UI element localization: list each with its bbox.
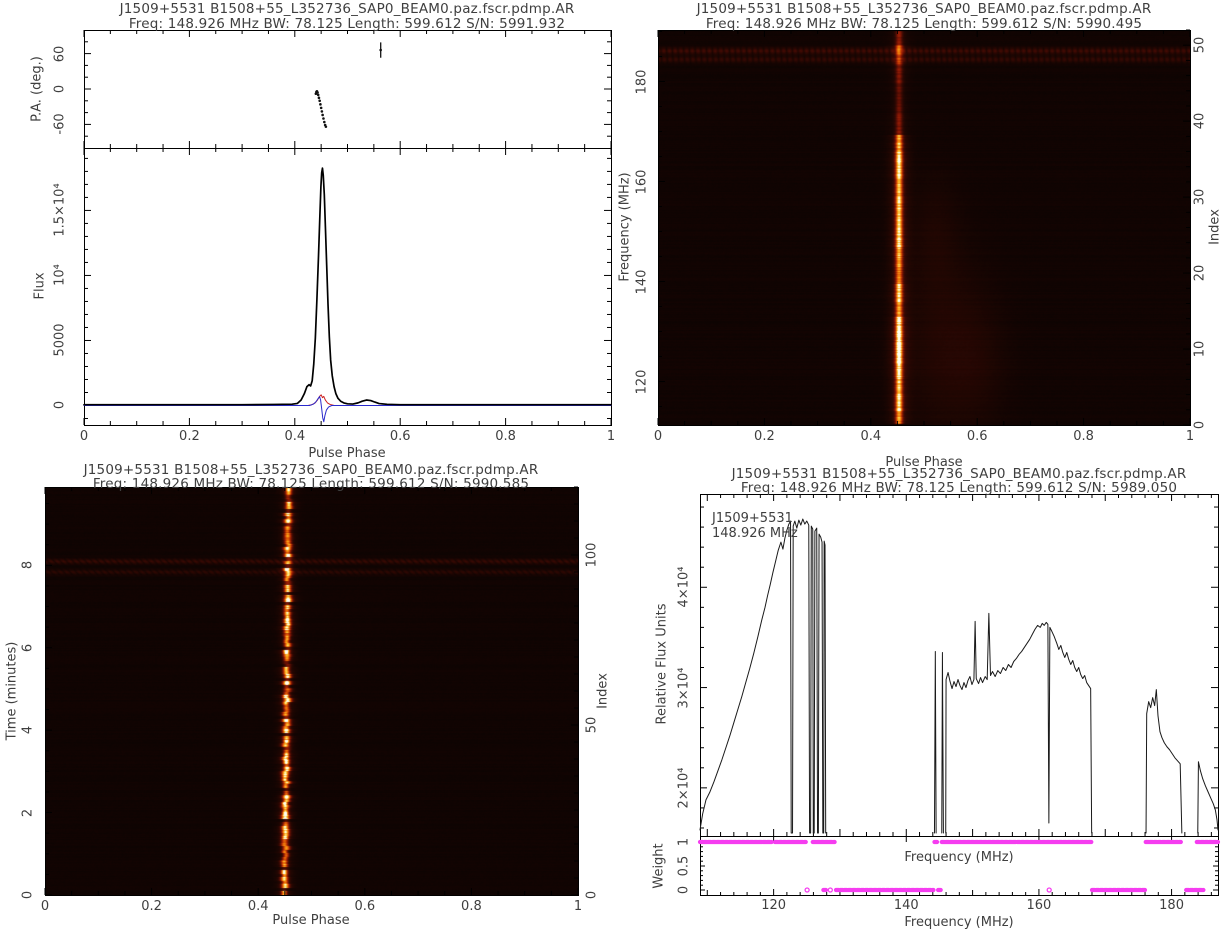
time-phase-heatmap	[46, 488, 578, 895]
freq-phase-heatmap	[659, 31, 1190, 425]
